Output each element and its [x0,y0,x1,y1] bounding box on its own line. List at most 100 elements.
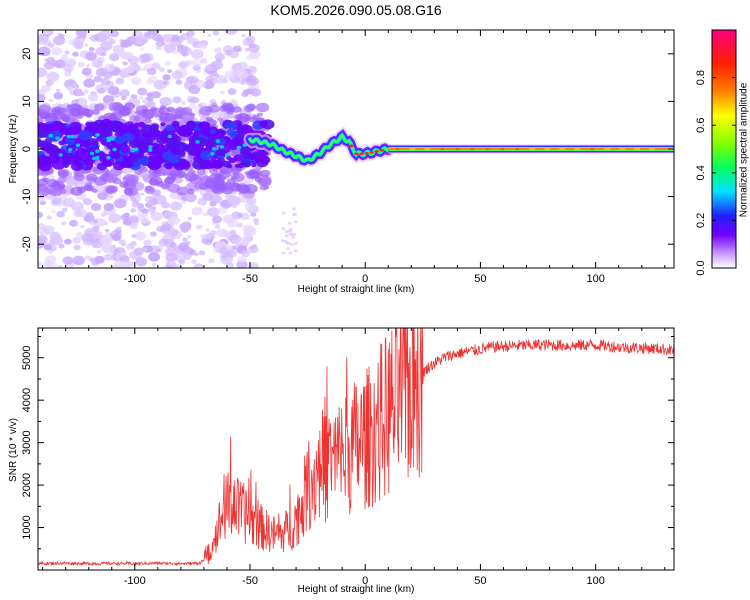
spectrogram-noise-blob [253,218,260,223]
spectrogram-noise-blob [214,53,225,61]
spectrogram-noise-blob [41,84,51,93]
spectrogram-noise-blob [88,103,96,109]
spectrogram-noise-blob [120,95,127,101]
spectrogram-noise-blob [140,67,146,72]
spectrogram-noise-blob [170,37,183,46]
spectrogram-noise-blob [207,33,212,37]
spectrogram-noise-blob [161,221,167,225]
spectrogram-noise-blob [147,30,160,36]
spectrogram-noise-blob [288,251,293,255]
colorbar-tick-label: 0.0 [695,260,707,275]
spectrogram-noise-blob [108,65,115,70]
spectrogram-core-blob [44,138,53,145]
spectrogram-noise-blob [163,43,177,53]
spectrogram-noise-blob [293,212,298,216]
spectrogram-noise-blob [131,77,142,86]
snr-xtick-label: -100 [124,575,146,587]
spectrogram-band-blob [167,183,181,193]
spectrogram-band-blob [199,105,213,116]
colorbar-tick-label: 0.6 [695,118,707,133]
spectrogram-noise-blob [104,228,110,233]
spectrogram-noise-blob [82,89,89,95]
spectrogram-core-blob [123,155,133,163]
spectrogram-hot-spot [439,148,446,150]
spectrogram-noise-blob [57,265,63,268]
spectrogram-hot-blob [110,137,115,141]
spectrogram-noise-blob [125,65,135,74]
spectrogram-noise-blob [287,221,292,225]
colorbar-scale [711,29,737,269]
spectrogram-noise-blob [227,88,237,95]
spectrogram-core-blob [226,155,232,161]
spectrogram-noise-blob [191,206,203,216]
spectrogram-noise-blob [119,70,129,78]
spectrogram-band-blob [94,103,105,111]
spectrogram-noise-blob [165,252,178,262]
spectrogram-noise-blob [105,80,115,88]
spectrogram-noise-blob [114,201,123,208]
spectrogram-band-blob [77,186,87,194]
spectrogram-hot-blob [106,156,111,160]
spectrogram-band-blob [40,171,49,177]
spectrogram-noise-blob [212,215,223,224]
spectrogram-hot-spot [349,144,354,148]
spectrogram-core-blob [186,131,193,136]
spectrogram-noise-blob [138,95,144,100]
spectrogram-noise-blob [237,255,247,263]
spectrogram-noise-blob [186,235,192,239]
spectrogram-noise-blob [119,89,130,98]
spectrogram-noise-blob [91,59,103,68]
spectrogram-noise-blob [138,53,152,63]
spectrogram-noise-blob [51,236,64,246]
spectrogram-noise-blob [43,61,55,70]
spectrogram-band-blob [184,171,199,182]
spectrogram-hot-blob [134,147,139,151]
spectrogram-band-blob [204,179,217,189]
colorbar: 0.0 0.2 0.4 0.6 0.8 Normalized spectral ampl… [695,29,750,276]
spectrogram-noise-blob [38,235,48,245]
spectrogram-band-blob [94,176,108,186]
spectrogram-core-blob [198,121,211,131]
spectrogram-noise-blob [88,46,95,52]
spectrogram-core-blob [243,160,252,168]
spectrogram-band-blob [105,185,118,195]
spectrogram-noise-blob [214,47,223,54]
spectrogram-noise-blob [163,211,173,219]
spectrogram-noise-blob [178,242,190,251]
spectrogram-noise-blob [198,42,207,50]
snr-frame [37,327,675,571]
spectrogram-core-blob [195,137,208,148]
spectrogram-core-blob [180,160,190,168]
spectrogram-noise-blob [95,83,108,94]
spectrogram-band-blob [91,188,98,193]
spectrogram-hot-blob [75,143,81,147]
spectrogram-core-blob [209,129,217,135]
spectrogram-hot-blob [89,151,95,156]
spectrogram-noise-blob [44,242,51,248]
spectrogram-core-blob [160,122,166,127]
spectrogram-noise-blob [148,75,158,83]
spectrogram-noise-blob [208,258,215,264]
spectrogram-noise-blob [217,206,228,214]
spectrogram-noise-blob [198,250,206,256]
spectrogram-noise-blob [66,86,73,91]
chart-title: KOM5.2026.090.05.08.G16 [270,2,441,18]
spectrogram-noise-blob [228,234,242,244]
spectrogram-core-blob [192,131,200,137]
spectrogram-noise-blob [169,191,180,200]
spectrogram-noise-blob [148,252,161,262]
spectrogram-noise-blob [168,261,174,266]
spectrogram-band-blob [38,104,51,114]
spectrogram-band-blob [232,106,242,113]
spectrogram-noise-blob [64,50,70,55]
spectrogram-noise-blob [48,43,55,48]
spectrogram-noise-blob [62,256,74,265]
spectrogram-band-blob [214,174,226,182]
spectrogram-noise-blob [156,45,162,51]
spectrogram-noise-blob [94,218,106,227]
spectrogram-noise-blob [180,33,190,41]
spectrogram-band-blob [57,168,70,177]
spectrogram-noise-blob [131,234,137,239]
spectrogram-core-blob [106,144,112,149]
spectrogram-band-blob [164,113,177,122]
